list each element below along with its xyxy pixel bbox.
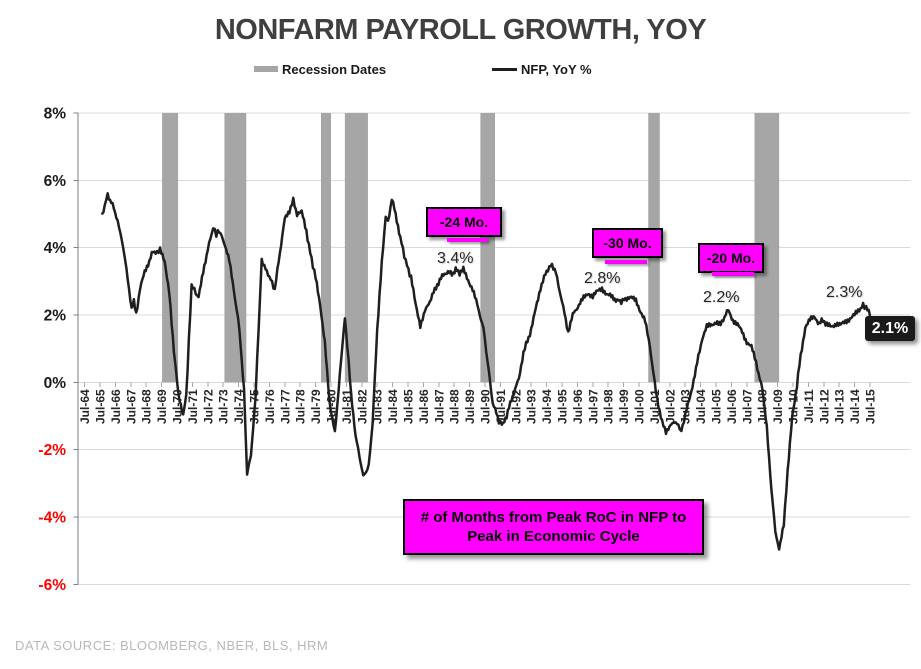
x-axis-label: Jul-04 [694, 389, 708, 424]
chart-title: NONFARM PAYROLL GROWTH, YOY [214, 14, 707, 46]
y-axis-label: 4% [44, 240, 67, 257]
y-axis-label: -6% [38, 577, 66, 594]
recession-band [344, 113, 368, 383]
x-axis-label: Jul-69 [155, 389, 169, 424]
x-axis-label: Jul-90 [479, 389, 493, 424]
y-axis-label: -2% [38, 442, 66, 459]
x-axis-label: Jul-98 [602, 389, 616, 424]
x-axis-label: Jul-78 [294, 389, 308, 424]
annotation-underline-minus-30 [605, 260, 647, 264]
x-axis-label: Jul-94 [540, 389, 554, 424]
x-axis-label: Jul-11 [802, 389, 816, 423]
data-label-2-3-pct: 2.3% [826, 284, 863, 301]
recession-swatch-icon [254, 66, 278, 72]
y-axis-label: -4% [38, 509, 66, 526]
x-axis-label: Jul-70 [171, 389, 185, 424]
y-axis-label: 8% [44, 105, 67, 122]
recession-band [480, 113, 496, 383]
current-value-callout: 2.1% [865, 316, 915, 341]
x-axis-label: Jul-07 [740, 389, 754, 424]
data-label-2-2-pct: 2.2% [703, 289, 740, 306]
x-axis-label: Jul-87 [432, 389, 446, 424]
months-from-peak-note: # of Months from Peak RoC in NFP to Peak… [403, 499, 704, 555]
x-axis-label: Jul-96 [571, 389, 585, 424]
recession-band [224, 113, 247, 383]
data-label-2-8-pct: 2.8% [584, 270, 621, 287]
x-axis-label: Jul-88 [448, 389, 462, 424]
x-axis-label: Jul-65 [94, 389, 108, 424]
legend-item-nfp-yoy: NFP, YoY % [492, 61, 592, 77]
x-axis-label: Jul-85 [402, 389, 416, 424]
x-axis-label: Jul-93 [525, 389, 539, 424]
x-axis-label: Jul-72 [201, 389, 215, 424]
x-axis-label: Jul-15 [864, 389, 878, 424]
line-swatch-icon [492, 67, 517, 71]
legend-nfp-label: NFP, YoY % [521, 61, 592, 77]
y-axis-label: 0% [44, 375, 67, 392]
y-axis-label: 6% [44, 173, 67, 190]
nfp-yoy-line [101, 192, 872, 551]
x-axis-label: Jul-64 [78, 389, 92, 424]
x-axis-label: Jul-77 [278, 389, 292, 424]
x-axis-label: Jul-09 [771, 389, 785, 424]
note-line-1: # of Months from Peak RoC in NFP to [420, 509, 687, 526]
annotation-box-minus-24-months: -24 Mo. [426, 207, 502, 237]
x-axis-label: Jul-74 [232, 389, 246, 424]
x-axis-label: Jul-12 [817, 389, 831, 424]
x-axis-label: Jul-05 [710, 389, 724, 424]
x-axis-label: Jul-73 [217, 389, 231, 424]
x-axis-label: Jul-95 [556, 389, 570, 424]
x-axis-label: Jul-76 [263, 389, 277, 424]
x-axis-label: Jul-67 [124, 389, 138, 424]
annotation-box-minus-30-months: -30 Mo. [592, 228, 663, 258]
recession-band [320, 113, 331, 383]
annotation-underline-minus-24 [447, 238, 488, 242]
x-axis-label: Jul-13 [833, 389, 847, 424]
legend-recession-label: Recession Dates [282, 61, 387, 77]
x-axis-label: Jul-84 [386, 389, 400, 424]
note-line-2: Peak in Economic Cycle [467, 528, 640, 545]
x-axis-label: Jul-99 [617, 389, 631, 424]
x-axis-label: Jul-00 [633, 389, 647, 424]
x-axis-label: Jul-92 [509, 389, 523, 424]
x-axis-label: Jul-79 [309, 389, 323, 424]
x-axis-label: Jul-06 [725, 389, 739, 424]
legend-item-recession-dates: Recession Dates [254, 61, 386, 77]
x-axis-label: Jul-68 [140, 389, 154, 424]
annotation-underline-minus-20 [712, 272, 754, 276]
x-axis-label: Jul-86 [417, 389, 431, 424]
data-source-note: DATA SOURCE: BLOOMBERG, NBER, BLS, HRM [15, 638, 329, 653]
x-axis-label: Jul-97 [586, 389, 600, 424]
annotation-box-minus-20-months: -20 Mo. [698, 243, 764, 273]
recession-band [162, 113, 179, 383]
x-axis-label: Jul-82 [355, 389, 369, 424]
y-axis-label: 2% [44, 307, 67, 324]
x-axis-label: Jul-71 [186, 389, 200, 424]
x-axis-label: Jul-02 [663, 389, 677, 424]
data-label-3-4-pct: 3.4% [437, 250, 474, 267]
x-axis-label: Jul-14 [848, 389, 862, 424]
x-axis-label: Jul-89 [463, 389, 477, 424]
x-axis-label: Jul-66 [109, 389, 123, 424]
